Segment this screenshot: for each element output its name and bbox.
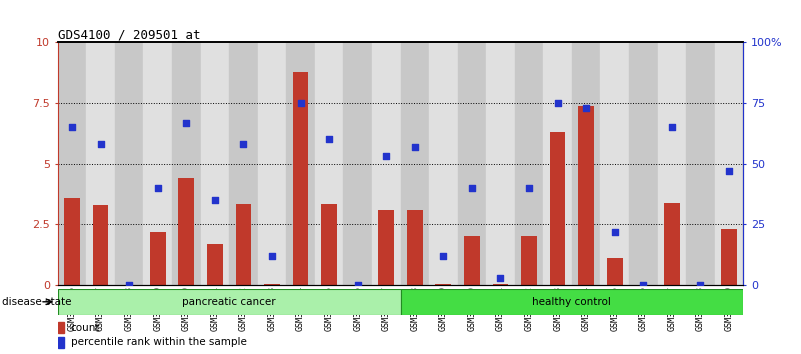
Bar: [315, 42, 344, 285]
Point: [666, 125, 678, 130]
Point: [380, 154, 392, 159]
Point: [465, 185, 478, 191]
Bar: [686, 42, 714, 285]
Bar: [578, 105, 594, 285]
Bar: [515, 42, 543, 285]
Bar: [58, 42, 87, 285]
Bar: [407, 210, 423, 285]
Bar: [207, 244, 223, 285]
Bar: [572, 42, 601, 285]
Bar: [378, 210, 394, 285]
Bar: [200, 42, 229, 285]
Bar: [486, 42, 515, 285]
Bar: [400, 289, 743, 315]
Bar: [87, 42, 115, 285]
Point: [694, 282, 707, 288]
Bar: [601, 42, 629, 285]
Point: [723, 168, 735, 174]
Bar: [292, 72, 308, 285]
Bar: [58, 337, 64, 348]
Point: [580, 105, 593, 111]
Text: percentile rank within the sample: percentile rank within the sample: [70, 337, 247, 348]
Bar: [629, 42, 658, 285]
Point: [437, 253, 450, 259]
Text: GDS4100 / 209501_at: GDS4100 / 209501_at: [58, 28, 200, 41]
Text: pancreatic cancer: pancreatic cancer: [183, 297, 276, 307]
Bar: [429, 42, 457, 285]
Point: [123, 282, 135, 288]
Bar: [714, 42, 743, 285]
Bar: [64, 198, 80, 285]
Point: [637, 282, 650, 288]
Bar: [607, 258, 622, 285]
Bar: [400, 42, 429, 285]
Bar: [344, 42, 372, 285]
Bar: [658, 42, 686, 285]
Point: [237, 142, 250, 147]
Bar: [115, 42, 143, 285]
Bar: [664, 202, 680, 285]
Point: [352, 282, 364, 288]
Text: count: count: [70, 322, 100, 332]
Bar: [264, 284, 280, 285]
Bar: [258, 42, 286, 285]
Point: [179, 120, 193, 125]
Text: disease state: disease state: [2, 297, 71, 307]
Point: [609, 229, 622, 234]
Point: [151, 185, 164, 191]
Bar: [172, 42, 200, 285]
Point: [266, 253, 279, 259]
Text: healthy control: healthy control: [533, 297, 611, 307]
Point: [294, 100, 307, 106]
Bar: [143, 42, 172, 285]
Point: [494, 275, 507, 280]
Point: [66, 125, 78, 130]
Bar: [286, 42, 315, 285]
Bar: [549, 132, 566, 285]
Point: [95, 142, 107, 147]
Bar: [464, 236, 480, 285]
Bar: [493, 284, 509, 285]
Bar: [58, 322, 64, 333]
Bar: [179, 178, 194, 285]
Point: [523, 185, 536, 191]
Bar: [229, 42, 258, 285]
Bar: [436, 284, 451, 285]
Point: [409, 144, 421, 150]
Bar: [321, 204, 337, 285]
Bar: [721, 229, 737, 285]
Bar: [543, 42, 572, 285]
Bar: [58, 289, 400, 315]
Bar: [457, 42, 486, 285]
Point: [208, 197, 221, 203]
Bar: [521, 236, 537, 285]
Point: [323, 137, 336, 142]
Bar: [235, 204, 252, 285]
Bar: [372, 42, 400, 285]
Point: [551, 100, 564, 106]
Bar: [93, 205, 108, 285]
Bar: [150, 232, 166, 285]
